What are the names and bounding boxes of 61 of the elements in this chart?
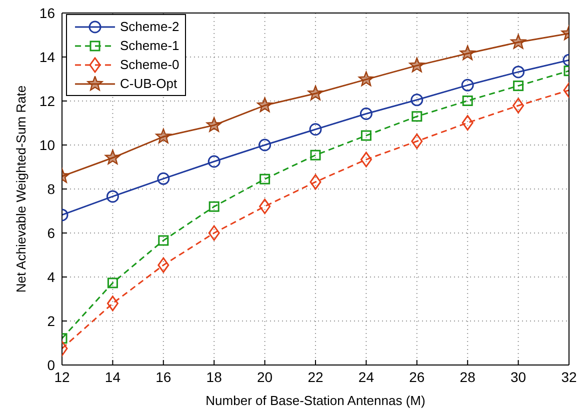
point [512, 66, 525, 78]
point [258, 138, 272, 152]
y-tick-label: 4 [47, 268, 56, 285]
y-tick-label: 10 [39, 136, 56, 153]
point [107, 278, 118, 288]
point [206, 117, 222, 132]
point [310, 174, 322, 190]
point [410, 94, 424, 106]
point [358, 71, 374, 86]
point [208, 201, 220, 212]
point [157, 172, 170, 185]
point [208, 225, 220, 241]
point [257, 97, 273, 112]
x-tick-label: 26 [409, 368, 425, 385]
point [360, 152, 372, 168]
point [512, 98, 524, 114]
point [513, 80, 524, 92]
point [409, 57, 425, 72]
point [460, 45, 476, 60]
x-tick-label: 18 [206, 368, 222, 385]
y-axis-title: Net Achievable Weighted-Sum Rate [13, 85, 28, 293]
point [158, 235, 169, 246]
x-tick-label: 24 [358, 368, 374, 385]
y-tick-label: 0 [47, 356, 56, 373]
point [462, 115, 474, 131]
point [259, 198, 271, 214]
point [156, 128, 172, 144]
legend-label: Scheme-2 [120, 19, 180, 34]
point [310, 150, 321, 160]
legend-label: Scheme-1 [120, 38, 180, 53]
y-tick-label: 8 [47, 180, 56, 197]
x-tick-label: 30 [510, 368, 526, 385]
point [106, 190, 119, 203]
point [104, 150, 120, 164]
point [461, 78, 474, 92]
x-tick-label: 22 [308, 368, 324, 385]
legend-label: C-UB-Opt [120, 76, 178, 91]
y-tick-label: 12 [39, 92, 56, 109]
point [412, 111, 422, 122]
point [309, 123, 322, 136]
x-axis-title: Number of Base-Station Antennas (M) [206, 393, 426, 408]
x-tick-label: 32 [561, 368, 577, 385]
point [158, 257, 170, 273]
y-tick-label: 16 [39, 4, 56, 21]
y-tick-label: 6 [47, 224, 56, 241]
x-tick-label: 16 [156, 368, 172, 385]
point [260, 174, 270, 184]
x-tick-label: 28 [460, 368, 476, 385]
y-tick-label: 14 [39, 48, 56, 65]
point [360, 130, 372, 141]
x-tick-label: 14 [104, 368, 121, 385]
legend-label: Scheme-0 [120, 57, 180, 72]
point [462, 96, 473, 106]
point [411, 134, 423, 150]
x-tick-label: 20 [257, 368, 273, 385]
point [308, 85, 324, 100]
point [208, 155, 220, 168]
point [360, 108, 372, 120]
y-tick-label: 2 [47, 312, 56, 329]
point [106, 296, 118, 312]
point [510, 34, 526, 49]
